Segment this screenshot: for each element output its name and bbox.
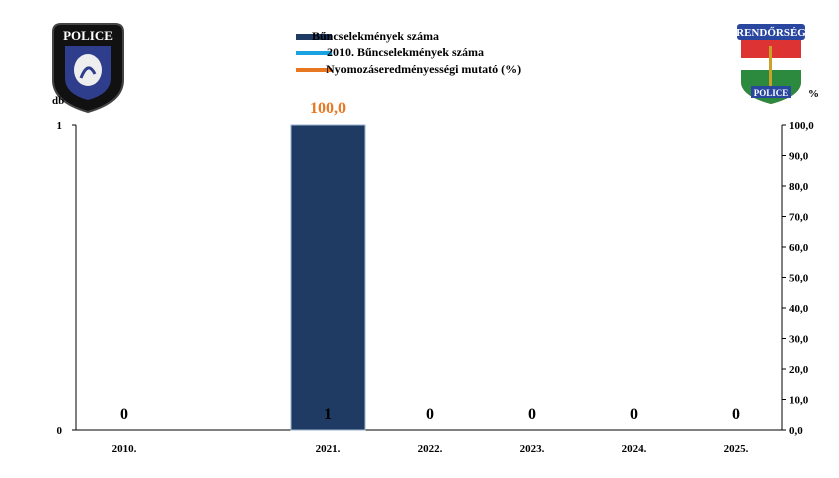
bar-series: [290, 124, 366, 431]
bar-value-label: 0: [528, 406, 536, 423]
police-badge-logo: POLICE: [52, 23, 124, 114]
bar-value-label: 0: [630, 406, 638, 423]
y-right-unit: %: [808, 88, 819, 100]
y-left-unit: db: [52, 95, 64, 107]
x-tick-label: 2023.: [520, 443, 545, 455]
x-tick-label: 2024.: [622, 443, 647, 455]
y-right-tick-label: 10,0: [789, 395, 809, 407]
legend-swatch-2010: [296, 51, 332, 55]
shield-top-text: RENDŐRSÉG: [736, 27, 806, 39]
y-right-tick-label: 100,0: [789, 120, 814, 132]
y-right-tick-label: 20,0: [789, 364, 809, 376]
x-tick-labels: 2010. 2021. 2022. 2023. 2024. 2025.: [112, 443, 749, 455]
badge-text: POLICE: [63, 28, 113, 43]
x-tick-label: 2021.: [316, 443, 341, 455]
legend-label-rate: Nyomozáseredményességi mutató (%): [326, 62, 521, 76]
y-left-tick-label: 1: [57, 120, 63, 132]
legend-swatch-bar: [296, 34, 332, 40]
y-right-tick-label: 90,0: [789, 151, 809, 163]
x-tick-label: 2022.: [418, 443, 443, 455]
y-right-tick-label: 30,0: [789, 334, 809, 346]
legend-label-2010: 2010. Bűncselekmények száma: [327, 45, 484, 59]
x-tick-label: 2010.: [112, 443, 137, 455]
bar-value-labels: 0 1 0 0 0 0: [120, 406, 740, 423]
bar-value-label: 0: [120, 406, 128, 423]
bar-value-label: 0: [732, 406, 740, 423]
x-tick-label: 2025.: [724, 443, 749, 455]
rate-value-label: 100,0: [310, 100, 346, 117]
legend-label-bar: Bűncselekmények száma: [312, 29, 439, 43]
bar-value-label: 0: [426, 406, 434, 423]
y-left-ticks: 01: [57, 120, 76, 437]
legend-swatch-rate: [296, 68, 332, 72]
y-right-tick-label: 50,0: [789, 273, 809, 285]
bar: [290, 124, 366, 431]
rendorseg-shield-logo: RENDŐRSÉG POLICE: [736, 24, 806, 104]
rate-value-labels: 100,0: [310, 100, 346, 117]
y-right-tick-label: 0,0: [789, 425, 803, 437]
y-left-tick-label: 0: [57, 425, 63, 437]
y-right-tick-label: 60,0: [789, 242, 809, 254]
shield-bottom-text: POLICE: [754, 88, 789, 98]
y-right-tick-label: 80,0: [789, 181, 809, 193]
legend: Bűncselekmények száma 2010. Bűncselekmén…: [296, 29, 521, 76]
bar-value-label: 1: [324, 406, 332, 423]
y-right-tick-label: 40,0: [789, 303, 809, 315]
y-right-ticks: 0,0 10,0 20,0 30,0 40,0 50,0 60,0 70,0 80,0 90,0 1…: [782, 120, 814, 437]
y-right-tick-label: 70,0: [789, 212, 809, 224]
